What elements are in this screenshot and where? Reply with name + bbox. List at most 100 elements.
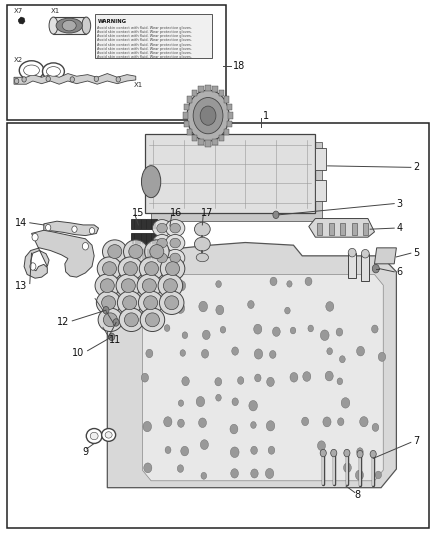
Bar [205, 140, 211, 147]
Circle shape [201, 472, 207, 479]
Ellipse shape [124, 262, 138, 276]
Text: 6: 6 [396, 267, 403, 277]
Text: Avoid skin contact with fluid. Wear protective gloves.: Avoid skin contact with fluid. Wear prot… [97, 43, 192, 47]
Bar [184, 121, 189, 127]
Text: Avoid skin contact with fluid. Wear protective gloves.: Avoid skin contact with fluid. Wear prot… [97, 47, 192, 51]
Circle shape [177, 419, 184, 427]
Ellipse shape [102, 262, 117, 276]
Ellipse shape [118, 257, 143, 280]
Text: X1: X1 [50, 9, 60, 14]
Circle shape [305, 277, 312, 286]
Circle shape [302, 417, 309, 426]
Ellipse shape [62, 20, 76, 31]
Text: Avoid skin contact with fluid. Wear protective gloves.: Avoid skin contact with fluid. Wear prot… [97, 38, 192, 43]
Bar [212, 139, 218, 145]
Circle shape [32, 233, 38, 241]
Bar [224, 96, 229, 102]
Circle shape [375, 471, 381, 479]
Circle shape [265, 469, 274, 479]
Bar [183, 112, 188, 119]
Text: WARNING: WARNING [98, 19, 127, 24]
Circle shape [198, 418, 206, 427]
Ellipse shape [108, 245, 122, 259]
Polygon shape [44, 221, 99, 236]
Circle shape [178, 400, 184, 406]
Ellipse shape [159, 291, 184, 314]
Ellipse shape [102, 296, 116, 310]
Circle shape [273, 211, 279, 219]
Circle shape [182, 377, 189, 386]
Circle shape [285, 307, 290, 314]
Text: 13: 13 [15, 281, 27, 290]
Ellipse shape [165, 296, 179, 310]
Text: 16: 16 [170, 208, 182, 217]
Circle shape [181, 446, 189, 456]
Circle shape [372, 264, 379, 273]
Bar [198, 139, 204, 145]
Circle shape [196, 397, 205, 407]
Bar [187, 96, 192, 102]
Bar [151, 142, 322, 221]
Ellipse shape [117, 291, 142, 314]
Bar [348, 253, 356, 278]
Circle shape [113, 319, 119, 326]
Circle shape [372, 423, 379, 431]
Polygon shape [24, 230, 94, 278]
Ellipse shape [56, 18, 82, 33]
Ellipse shape [96, 291, 121, 314]
Ellipse shape [90, 432, 98, 440]
Circle shape [371, 325, 378, 333]
Ellipse shape [121, 279, 135, 293]
Polygon shape [374, 248, 396, 264]
Bar [95, 14, 212, 58]
Ellipse shape [145, 262, 159, 276]
Ellipse shape [102, 240, 127, 263]
Circle shape [249, 400, 258, 411]
Circle shape [160, 281, 166, 289]
Circle shape [337, 378, 343, 385]
Circle shape [70, 77, 74, 82]
Ellipse shape [137, 274, 162, 297]
Ellipse shape [116, 274, 141, 297]
Ellipse shape [152, 220, 172, 237]
Circle shape [193, 98, 223, 134]
Circle shape [144, 463, 152, 473]
Ellipse shape [145, 240, 169, 263]
Ellipse shape [163, 279, 177, 293]
Ellipse shape [97, 257, 122, 280]
Bar [192, 135, 197, 141]
Text: 4: 4 [396, 223, 403, 233]
Ellipse shape [119, 308, 144, 332]
Ellipse shape [194, 237, 210, 251]
Circle shape [338, 418, 344, 425]
Polygon shape [131, 233, 157, 244]
Circle shape [268, 446, 275, 454]
Text: Avoid skin contact with fluid. Wear protective gloves.: Avoid skin contact with fluid. Wear prot… [97, 34, 192, 38]
Ellipse shape [196, 253, 208, 262]
Ellipse shape [166, 262, 180, 276]
Bar [192, 90, 197, 96]
Circle shape [14, 78, 19, 84]
Circle shape [176, 303, 185, 313]
Text: Avoid skin contact with fluid. Wear protective gloves.: Avoid skin contact with fluid. Wear prot… [97, 30, 192, 34]
Bar [315, 180, 326, 201]
Circle shape [141, 303, 150, 313]
Ellipse shape [152, 235, 172, 252]
Ellipse shape [157, 253, 167, 263]
Text: 14: 14 [15, 218, 27, 228]
Bar [363, 223, 368, 235]
Ellipse shape [100, 279, 114, 293]
Text: 18: 18 [233, 61, 245, 70]
Circle shape [272, 327, 280, 336]
Circle shape [254, 349, 263, 359]
Circle shape [143, 422, 152, 432]
Ellipse shape [361, 249, 369, 258]
Circle shape [94, 76, 99, 82]
Polygon shape [142, 274, 383, 481]
Ellipse shape [124, 240, 148, 263]
Ellipse shape [105, 432, 112, 438]
Ellipse shape [160, 257, 185, 280]
Circle shape [216, 305, 224, 315]
Bar [7, 123, 429, 528]
Circle shape [46, 224, 51, 231]
